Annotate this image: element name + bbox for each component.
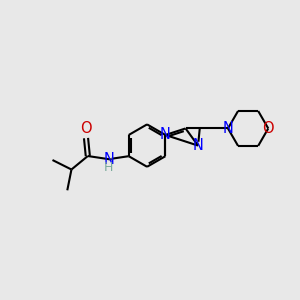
- Text: O: O: [80, 121, 92, 136]
- Text: N: N: [160, 128, 171, 142]
- Text: N: N: [223, 121, 233, 136]
- Text: O: O: [262, 121, 274, 136]
- Text: N: N: [193, 138, 203, 153]
- Text: H: H: [104, 160, 113, 174]
- Text: N: N: [103, 152, 114, 167]
